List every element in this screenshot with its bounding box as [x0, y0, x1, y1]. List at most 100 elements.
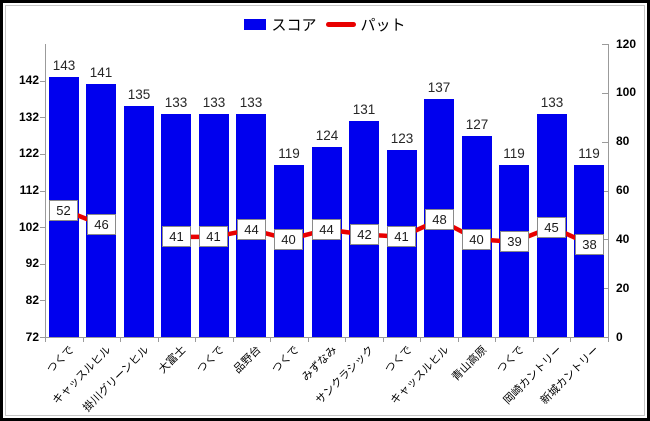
legend: スコア パット [3, 13, 647, 35]
score-legend-swatch-icon [244, 18, 267, 30]
score-bar-label: 127 [465, 117, 489, 132]
x-axis-label: 大富士 [156, 344, 189, 376]
x-axis-tick [83, 338, 84, 342]
x-axis-tick [345, 338, 346, 342]
y-axis-left-tick [40, 154, 45, 155]
score-legend-label: スコア [271, 16, 317, 34]
y-axis-left-tick [40, 227, 45, 228]
y-axis-left-tick [40, 300, 45, 301]
putt-point-label: 40 [274, 229, 303, 250]
score-bar-label: 119 [578, 146, 600, 161]
y-axis-left-label: 102 [18, 220, 39, 234]
x-axis-tick [420, 338, 421, 342]
y-axis-right-tick [602, 44, 608, 45]
y-axis-right-line [608, 44, 609, 338]
x-axis-label: 品野台 [231, 344, 264, 376]
x-axis-tick [270, 338, 271, 342]
putt-point-label: 39 [500, 231, 529, 252]
y-axis-left-label: 142 [18, 73, 39, 87]
score-bar-label: 143 [52, 58, 76, 73]
x-axis-tick [495, 338, 496, 342]
score-bar-label: 119 [278, 146, 300, 161]
y-axis-right-label: 0 [616, 330, 623, 344]
x-axis-label: 掛川グリーンヒル [81, 344, 152, 415]
score-bar-label: 123 [390, 131, 414, 146]
y-axis-left-tick [40, 81, 45, 82]
putt-legend-label: パット [360, 16, 406, 34]
y-axis-left-label: 112 [19, 183, 39, 197]
x-axis-tick [533, 338, 534, 342]
score-bar [124, 106, 154, 337]
x-axis-tick [45, 338, 46, 342]
y-axis-right-tick [602, 337, 608, 338]
y-axis-left-line [45, 44, 46, 338]
y-axis-left-tick [40, 337, 45, 338]
x-axis-label: つくで [44, 344, 77, 376]
putt-point-label: 48 [425, 209, 454, 230]
y-axis-right-label: 20 [616, 281, 630, 295]
putt-point-label: 44 [237, 219, 266, 240]
score-bar-label: 131 [352, 102, 376, 117]
putt-point-label: 46 [87, 214, 116, 235]
score-bar [161, 114, 191, 337]
x-axis-label: つくで [269, 344, 302, 376]
legend-item-score: スコア [244, 14, 317, 35]
y-axis-right-label: 100 [616, 85, 637, 99]
score-bar [86, 84, 116, 337]
putt-point-label: 41 [162, 226, 191, 247]
score-bar-label: 135 [127, 87, 151, 102]
y-axis-right-tick [602, 288, 608, 289]
score-bar-label: 133 [239, 95, 263, 110]
x-axis-tick [308, 338, 309, 342]
score-bar-label: 137 [427, 80, 451, 95]
score-bar [274, 165, 304, 337]
y-axis-left-tick [40, 117, 45, 118]
legend-item-putt: パット [325, 14, 406, 35]
y-axis-right-label: 80 [616, 134, 630, 148]
x-axis-tick [158, 338, 159, 342]
x-axis-label: つくで [382, 344, 415, 376]
y-axis-right-label: 40 [616, 232, 630, 246]
score-bar [199, 114, 229, 337]
putt-point-label: 41 [199, 226, 228, 247]
y-axis-left-label: 122 [18, 146, 39, 160]
score-bar-label: 141 [89, 65, 113, 80]
x-axis-tick [570, 338, 571, 342]
score-bar [312, 147, 342, 337]
score-bar-label: 133 [202, 95, 226, 110]
x-axis-tick [195, 338, 196, 342]
x-axis-tick [383, 338, 384, 342]
y-axis-left-tick [40, 264, 45, 265]
y-axis-right-tick [602, 191, 608, 192]
y-axis-left-label: 132 [18, 110, 39, 124]
x-axis-tick [120, 338, 121, 342]
y-axis-right-tick [602, 239, 608, 240]
y-axis-left-tick [40, 191, 45, 192]
putt-point-label: 45 [537, 217, 566, 238]
putt-line [61, 207, 592, 247]
x-axis-tick [608, 338, 609, 342]
score-bar-label: 133 [164, 95, 188, 110]
putt-point-label: 40 [462, 229, 491, 250]
score-bar-label: 119 [503, 146, 525, 161]
putt-legend-swatch-icon [325, 21, 356, 27]
y-axis-right-tick [602, 93, 608, 94]
score-bar-label: 133 [540, 95, 564, 110]
putt-point-label: 41 [387, 226, 416, 247]
putt-point-label: 38 [575, 234, 604, 255]
putt-point-label: 42 [350, 224, 379, 245]
putt-point-label: 52 [49, 200, 78, 221]
y-axis-left-label: 72 [25, 330, 39, 344]
x-axis-label: つくで [494, 344, 527, 376]
score-bar-label: 124 [315, 128, 339, 143]
x-axis-label: つくで [194, 344, 227, 376]
y-axis-left-label: 82 [25, 293, 39, 307]
x-axis-tick [233, 338, 234, 342]
x-axis-tick [458, 338, 459, 342]
x-axis-line [45, 337, 609, 338]
y-axis-right-label: 60 [616, 183, 630, 197]
y-axis-left-label: 92 [25, 256, 39, 270]
putt-point-label: 44 [312, 219, 341, 240]
y-axis-right-label: 120 [616, 37, 637, 51]
